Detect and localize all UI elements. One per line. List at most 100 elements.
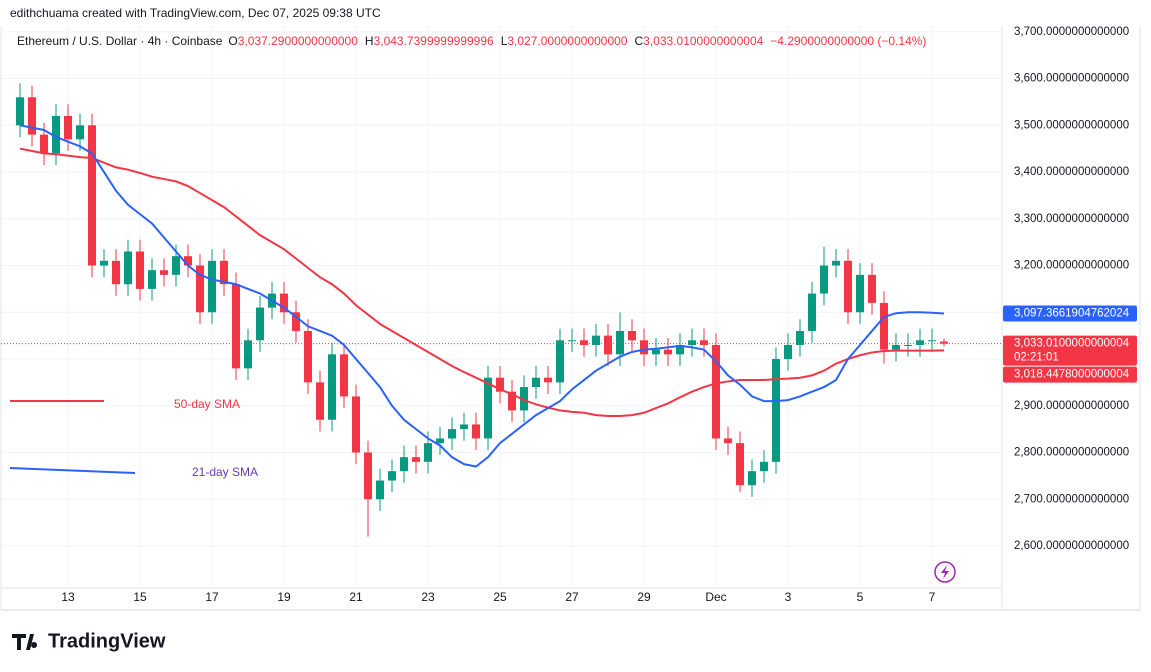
candle-body xyxy=(664,349,672,355)
candle-body xyxy=(76,125,84,140)
y-tick-label: 3,200.0000000000000 xyxy=(1014,260,1129,272)
candle-body xyxy=(736,443,744,486)
candle-body xyxy=(340,354,348,397)
candle-body xyxy=(244,340,252,369)
candle-body xyxy=(376,480,384,500)
replay-icon[interactable] xyxy=(934,561,956,583)
candle-body xyxy=(316,382,324,420)
candle-body xyxy=(652,349,660,355)
candle-body xyxy=(592,335,600,345)
candle-body xyxy=(112,260,120,285)
x-tick-label: 7 xyxy=(929,590,936,604)
candle-body xyxy=(148,270,156,289)
candle-body xyxy=(544,377,552,383)
candle-body xyxy=(52,115,60,154)
candle-body xyxy=(760,461,768,472)
x-tick-label: 3 xyxy=(785,590,792,604)
x-tick-label: 19 xyxy=(277,590,291,604)
ohlc-value: 3,033.0100000000004 xyxy=(643,34,763,48)
candle-body xyxy=(640,340,648,355)
candle-body xyxy=(748,471,756,486)
countdown: 02:21:01 xyxy=(1014,352,1059,364)
candle-body xyxy=(88,125,96,266)
sma-line xyxy=(19,147,945,418)
candle-body xyxy=(784,344,792,360)
candle-body xyxy=(232,284,240,369)
logo: TradingView xyxy=(12,630,166,652)
price-label: 3,033.0100000000004 xyxy=(1014,338,1130,350)
candle-body xyxy=(160,270,168,275)
candle-body xyxy=(616,330,624,355)
x-tick-label: 13 xyxy=(61,590,75,604)
candle-body xyxy=(940,341,948,344)
candle-body xyxy=(100,260,108,266)
price-label-box xyxy=(1003,366,1137,383)
candle-body xyxy=(436,438,444,444)
candle-body xyxy=(496,377,504,392)
x-tick-label: 17 xyxy=(205,590,219,604)
candle-body xyxy=(856,274,864,313)
replay-icon[interactable] xyxy=(941,565,949,579)
y-tick-label: 2,700.0000000000000 xyxy=(1014,493,1129,505)
price-label-box xyxy=(1003,335,1137,366)
candle-body xyxy=(868,274,876,303)
candle-body xyxy=(220,260,228,285)
candle-body xyxy=(388,471,396,481)
y-tick-label: 3,300.0000000000000 xyxy=(1014,213,1129,225)
candle-body xyxy=(484,377,492,439)
candle-body xyxy=(292,312,300,331)
grid xyxy=(1,26,1002,588)
replay-icon[interactable] xyxy=(934,561,956,583)
candle-body xyxy=(424,443,432,462)
candle-body xyxy=(796,330,804,345)
x-tick-label: 15 xyxy=(133,590,147,604)
candle-body xyxy=(208,260,216,313)
candle-body xyxy=(352,396,360,453)
candle-body xyxy=(556,340,564,383)
candle-body xyxy=(184,256,192,266)
x-tick-label: 23 xyxy=(421,590,435,604)
y-tick-label: 3,600.0000000000000 xyxy=(1014,73,1129,85)
candle-body xyxy=(64,115,72,140)
candle-body xyxy=(928,340,936,342)
candle-body xyxy=(724,438,732,444)
y-tick-label: 3,700.0000000000000 xyxy=(1014,26,1129,38)
candle-body xyxy=(364,452,372,500)
candle-body xyxy=(568,340,576,342)
candle-body xyxy=(916,340,924,345)
candle-body xyxy=(712,344,720,439)
candle-body xyxy=(844,260,852,313)
candle-body xyxy=(904,344,912,346)
ohlc-value: 3,037.2900000000000 xyxy=(238,34,358,48)
attribution: edithchuama created with TradingView.com… xyxy=(10,6,381,20)
candle-body xyxy=(832,260,840,266)
ohlc-value: 3,027.0000000000000 xyxy=(507,34,627,48)
price-label: 3,018.4478000000004 xyxy=(1014,369,1130,381)
ohlc-key: C xyxy=(635,34,644,48)
y-tick-label: 3,400.0000000000000 xyxy=(1014,166,1129,178)
candle-body xyxy=(256,307,264,341)
candle-body xyxy=(808,293,816,331)
y-tick-label: 2,900.0000000000000 xyxy=(1014,400,1129,412)
candle-body xyxy=(124,251,132,285)
candle-body xyxy=(700,340,708,345)
symbol-title: Ethereum / U.S. Dollar · 4h · Coinbase xyxy=(17,34,223,48)
candle-body xyxy=(304,330,312,383)
candle-body xyxy=(172,256,180,275)
legend-label: 21-day SMA xyxy=(192,465,258,479)
candle-body xyxy=(412,457,420,462)
candle-body xyxy=(508,391,516,411)
candle-body xyxy=(772,359,780,462)
candle-body xyxy=(580,340,588,345)
candle-body xyxy=(628,330,636,341)
candle-body xyxy=(820,265,828,294)
ohlc-value: 3,043.7399999999996 xyxy=(374,34,494,48)
price-label-box xyxy=(1003,305,1137,322)
candle-body xyxy=(328,354,336,420)
logo-text: TradingView xyxy=(48,630,166,652)
candle-body xyxy=(28,97,36,135)
ohlc-value: −4.2900000000000 (−0.14%) xyxy=(770,34,926,48)
candle-body xyxy=(520,387,528,411)
ohlc-key: O xyxy=(228,34,237,48)
